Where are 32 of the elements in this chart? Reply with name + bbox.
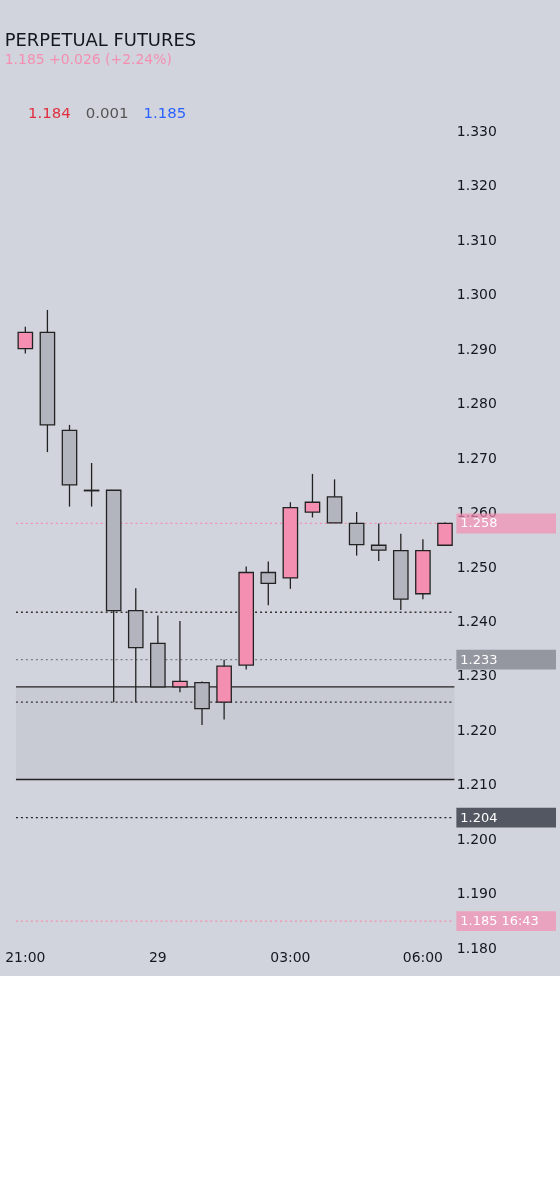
ref-line-label: 1.204 (460, 809, 498, 825)
y-tick-label: 1.240 (456, 613, 497, 630)
y-tick-label: 1.250 (456, 558, 497, 575)
y-tick-label: 1.270 (456, 449, 497, 466)
ref-line-label: 1.185 16:43 (460, 913, 539, 929)
y-tick-label: 1.230 (456, 667, 497, 684)
y-tick-label: 1.320 (456, 177, 497, 194)
x-tick-label: 03:00 (270, 948, 311, 965)
y-tick-label: 1.200 (456, 830, 497, 847)
ref-line-label: 1.233 (460, 651, 498, 667)
text: 0.001 (85, 104, 129, 123)
text: 1.184 (27, 104, 71, 123)
y-tick-label: 1.280 (456, 395, 497, 412)
candlestick (304, 473, 321, 519)
y-tick-label: 1.300 (456, 286, 497, 303)
candlestick (17, 326, 34, 355)
x-tick-label: 29 (148, 948, 167, 965)
chart-subtitle: 1.185 +0.026 (+2.24%) (4, 50, 172, 67)
candlestick (348, 511, 365, 557)
text: 1.185 (143, 104, 187, 123)
y-tick-label: 1.210 (456, 776, 497, 793)
y-tick-label: 1.330 (456, 122, 497, 139)
chart-title: PERPETUAL FUTURES (4, 28, 197, 50)
y-tick-label: 1.180 (456, 939, 497, 956)
x-tick-label: 06:00 (402, 948, 443, 965)
y-tick-label: 1.190 (456, 885, 497, 902)
y-tick-label: 1.220 (456, 721, 497, 738)
x-tick-label: 21:00 (5, 948, 46, 965)
y-tick-label: 1.290 (456, 340, 497, 357)
candlestick (370, 522, 387, 562)
candlestick (260, 560, 277, 606)
y-tick-label: 1.310 (456, 231, 497, 248)
